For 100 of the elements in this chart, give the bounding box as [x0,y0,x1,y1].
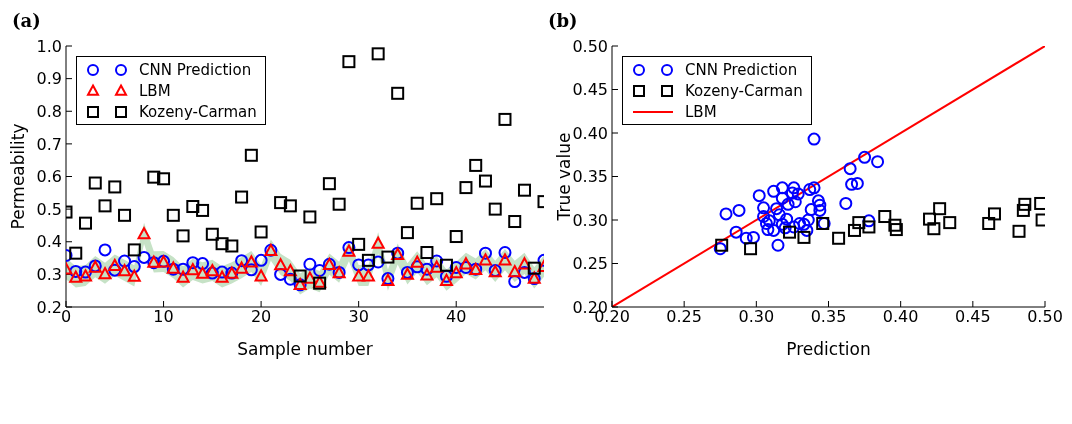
point [303,210,317,224]
point [88,176,102,190]
point [215,265,229,279]
point [449,230,463,244]
point [508,265,522,278]
point [852,216,866,230]
point [943,216,957,230]
point [303,257,317,271]
point [517,183,531,197]
point [79,216,93,230]
point [478,174,492,188]
y-tick-label: 0.35 [572,167,608,187]
point [803,183,817,197]
point [293,269,307,283]
y-tick-label: 0.5 [36,199,62,219]
point [69,264,83,278]
point [225,239,239,253]
point [381,250,395,264]
point [420,246,434,260]
point [313,263,327,277]
point [775,217,789,231]
point [244,263,258,277]
point [767,184,781,198]
point [352,269,366,282]
point [527,261,541,275]
point [274,258,288,271]
point [517,265,531,279]
point [410,255,424,268]
point [498,253,512,266]
point [108,263,122,277]
point [862,214,876,228]
point [746,230,760,244]
point [845,177,859,191]
point [508,215,522,229]
point [196,203,210,217]
point [400,226,414,240]
point [118,254,132,268]
point [778,221,792,235]
point [371,255,385,269]
point [157,172,171,186]
point [811,194,825,208]
point [186,263,200,276]
point [752,189,766,203]
point [342,55,356,69]
point [410,260,424,274]
point [439,273,453,287]
legend-label: Kozeny-Carman [685,81,803,100]
point [449,261,463,275]
point [804,203,818,217]
point [196,266,210,279]
x-tick-label: 0.25 [666,307,702,327]
point [498,246,512,260]
point [459,257,473,270]
point [274,196,288,210]
point [800,223,814,237]
point [832,231,846,245]
point [98,267,112,280]
point [767,223,781,237]
point [788,195,802,209]
point [244,255,258,268]
point [858,150,872,164]
point [254,253,268,267]
chart-title: (a) [12,10,41,31]
point [801,213,815,227]
y-tick-label: 0.40 [572,123,608,143]
point [303,271,317,284]
point [889,223,903,237]
point [69,246,83,260]
y-tick-label: 0.6 [36,167,62,187]
point [176,229,190,243]
point [813,198,827,212]
point [982,216,996,230]
point [137,250,151,264]
point [147,170,161,184]
y-axis-title: Permeability [8,123,29,230]
point [127,269,141,282]
legend-label: LBM [685,102,717,121]
point [108,180,122,194]
point [196,257,210,271]
point [862,220,876,234]
y-tick-label: 0.2 [36,297,62,317]
y-tick-label: 1.0 [36,36,62,56]
point [352,237,366,251]
point [780,212,794,226]
point [283,199,297,213]
point [430,260,444,273]
x-tick-label: 20 [250,307,272,327]
point [244,148,258,162]
point [787,181,801,195]
point [771,238,785,252]
point [166,208,180,222]
point [205,227,219,241]
point [371,236,385,249]
point [430,254,444,268]
point [498,112,512,126]
y-tick-label: 0.30 [572,210,608,230]
point [176,262,190,276]
point [127,243,141,257]
y-tick-label: 0.3 [36,265,62,285]
point [807,181,821,195]
